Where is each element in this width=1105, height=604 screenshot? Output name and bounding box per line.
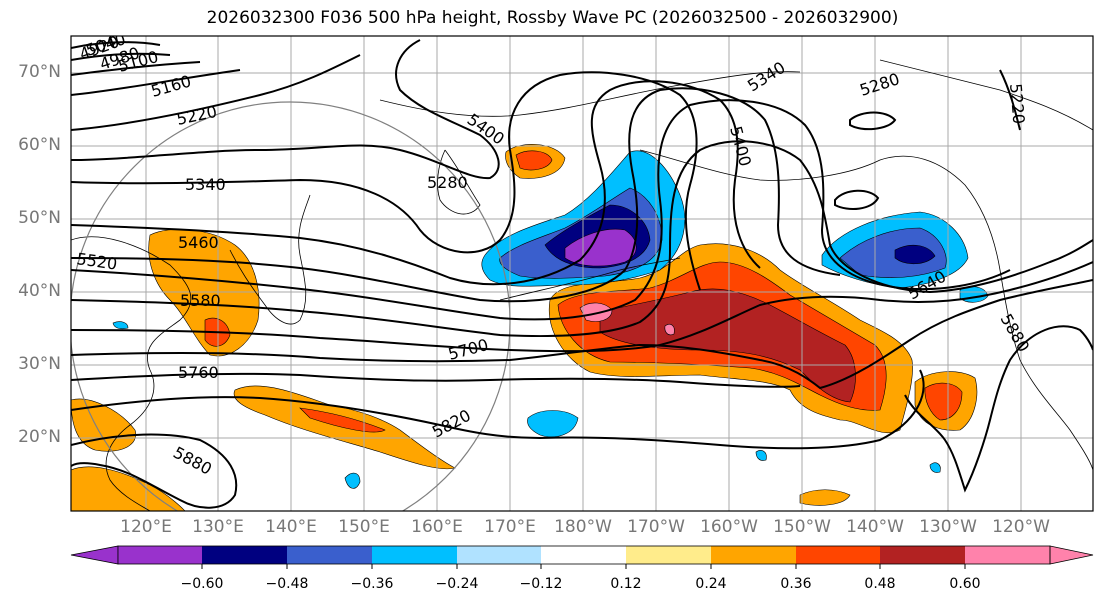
contour-5160: [71, 69, 241, 96]
coastline-asia: [71, 236, 192, 511]
colorbar-bin: [880, 546, 965, 564]
colorbar-bin: [965, 546, 1050, 564]
lon-label: 160°W: [700, 517, 758, 537]
colorbar-tick-label: 0.12: [610, 576, 642, 592]
contour-label: 5280: [427, 173, 468, 192]
negative-anomaly-small-2: [344, 472, 361, 489]
contour-5640: [71, 261, 1093, 353]
colorbar-outline: [117, 545, 1051, 565]
height-contours: [71, 39, 1093, 509]
contour-5520: [71, 99, 1011, 321]
colorbar-bin: [457, 546, 541, 564]
contour-low-gulf: [834, 189, 880, 211]
colorbar-extend-low: [70, 545, 119, 565]
contour-4920: [71, 41, 161, 49]
contour-5820: [71, 369, 925, 450]
contour-5460: [71, 87, 841, 303]
coastline-alaska: [639, 149, 1093, 471]
lat-label: 40°N: [18, 281, 61, 301]
lon-label: 130°W: [919, 517, 977, 537]
negative-anomaly-gulf-navy: [894, 244, 936, 265]
positive-anomaly-okhotsk-red: [515, 150, 553, 171]
contour-label: 5340: [185, 175, 226, 194]
lon-label: 180°W: [554, 517, 612, 537]
colorbar-bin: [541, 546, 626, 564]
positive-anomaly-small-1: [799, 489, 851, 506]
contour-5220-east: [999, 69, 1021, 131]
lon-label: 170°E: [484, 517, 536, 537]
lon-label: 120°W: [992, 517, 1050, 537]
lat-label: 30°N: [18, 354, 61, 374]
colorbar-tick-label: −0.48: [265, 576, 309, 592]
colorbar-extend-high: [1049, 545, 1094, 565]
lon-label: 150°E: [338, 517, 390, 537]
positive-anomaly-japan: [148, 229, 260, 357]
negative-anomaly-small-1: [527, 410, 579, 438]
coastline-canada-arctic: [879, 59, 1093, 131]
map-title: 2026032300 F036 500 hPa height, Rossby W…: [206, 8, 899, 28]
contour-low-bering: [849, 111, 897, 131]
lat-label: 50°N: [18, 208, 61, 228]
contour-5880-east: [904, 325, 1093, 493]
lon-label: 130°E: [192, 517, 244, 537]
contour-5400: [71, 80, 761, 286]
contour-5220: [71, 54, 361, 131]
contour-5880: [71, 433, 238, 509]
contour-label: 5460: [178, 233, 219, 252]
colorbar-bin: [202, 546, 287, 564]
colorbar-bin: [372, 546, 457, 564]
contour-label: 5220: [1006, 83, 1028, 125]
contour-5100: [71, 61, 201, 76]
negative-anomaly-small-4: [755, 450, 767, 461]
colorbar-tick-label: 0.24: [695, 576, 727, 592]
colorbar-tick-label: 0.36: [780, 576, 812, 592]
contour-5040: [71, 52, 171, 61]
negative-anomaly-small-5: [929, 462, 941, 473]
colorbar: [70, 545, 1094, 569]
contour-5700: [71, 279, 1093, 390]
reference-circle: [71, 101, 511, 511]
colorbar-bin: [796, 546, 880, 564]
lon-label: 120°E: [120, 517, 172, 537]
negative-anomaly-small-6: [112, 321, 129, 330]
lat-label: 60°N: [18, 135, 61, 155]
lon-label: 160°E: [411, 517, 463, 537]
colorbar-tick-label: −0.12: [519, 576, 563, 592]
colorbar-bin: [711, 546, 796, 564]
positive-anomaly-east-red: [924, 382, 963, 421]
contour-5580: [71, 140, 1093, 338]
lon-label: 150°W: [773, 517, 831, 537]
map-frame: [70, 35, 1094, 512]
lat-label: 70°N: [18, 62, 61, 82]
coastlines: [71, 59, 1093, 511]
contour-5760: [71, 372, 801, 388]
lon-label: 140°E: [265, 517, 317, 537]
lon-label: 170°W: [627, 517, 685, 537]
coastline-siberia: [379, 71, 801, 117]
colorbar-tick-label: 0.60: [949, 576, 981, 592]
coastline-kamchatka: [437, 149, 481, 215]
contour-5340-west: [71, 71, 701, 291]
colorbar-tick-label: −0.60: [180, 576, 224, 592]
colorbar-bin: [626, 546, 711, 564]
lat-label: 20°N: [18, 427, 61, 447]
contour-label: 5760: [178, 363, 219, 382]
contour-5280-west: [71, 39, 500, 180]
lon-label: 140°W: [846, 517, 904, 537]
colorbar-bin: [118, 546, 202, 564]
colorbar-bin: [287, 546, 372, 564]
colorbar-tick-label: −0.36: [350, 576, 394, 592]
colorbar-tick-label: −0.24: [435, 576, 479, 592]
colorbar-tick-label: 0.48: [864, 576, 896, 592]
contour-label: 5580: [180, 291, 221, 310]
positive-anomaly-pink-2: [664, 323, 675, 336]
